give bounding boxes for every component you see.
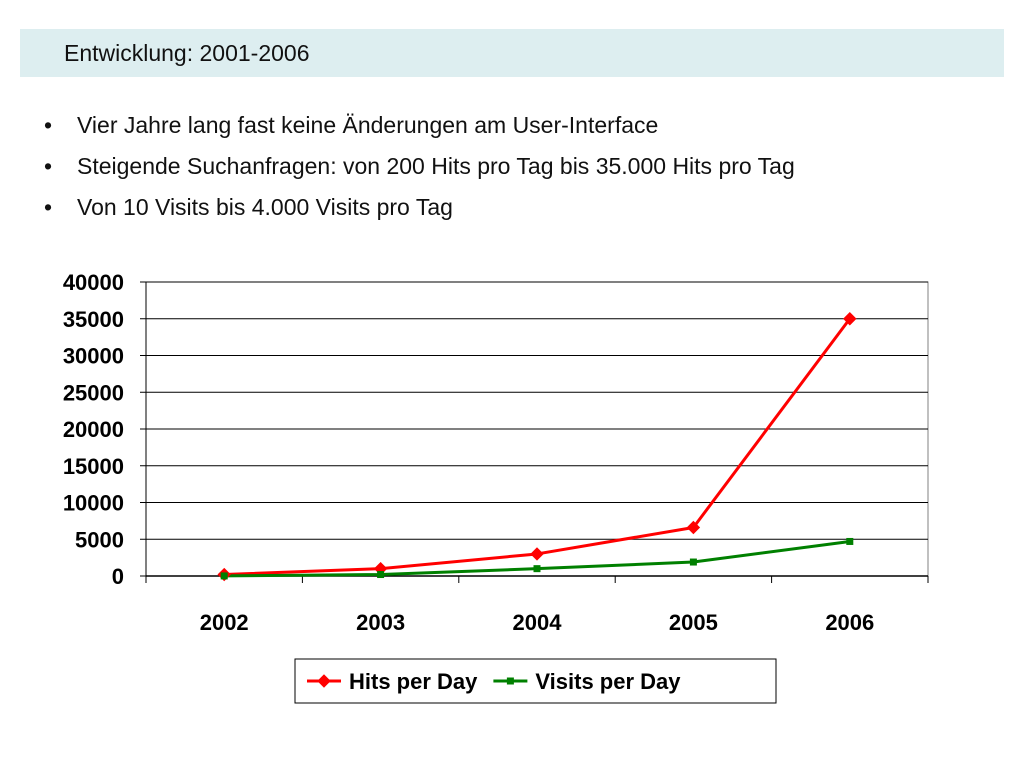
- y-tick-label: 20000: [63, 417, 124, 442]
- title-bar: Entwicklung: 2001-2006: [20, 29, 1004, 77]
- x-tick-label: 2005: [669, 610, 718, 635]
- bullet-text: Vier Jahre lang fast keine Änderungen am…: [77, 112, 659, 138]
- bullet-text: Von 10 Visits bis 4.000 Visits pro Tag: [77, 194, 453, 220]
- bullet-item: • Vier Jahre lang fast keine Änderungen …: [44, 110, 795, 151]
- bullet-marker: •: [44, 194, 53, 220]
- bullet-item: • Steigende Suchanfragen: von 200 Hits p…: [44, 151, 795, 192]
- y-tick-label: 15000: [63, 454, 124, 479]
- bullet-marker: •: [44, 112, 53, 138]
- data-point: [220, 572, 228, 580]
- x-tick-label: 2002: [200, 610, 249, 635]
- data-point: [533, 565, 541, 573]
- bullet-list: • Vier Jahre lang fast keine Änderungen …: [44, 110, 795, 233]
- data-point: [530, 547, 544, 561]
- data-point: [843, 312, 857, 326]
- data-point: [689, 558, 697, 566]
- data-point: [377, 571, 385, 579]
- y-tick-label: 0: [112, 564, 124, 589]
- x-tick-label: 2006: [825, 610, 874, 635]
- y-tick-label: 10000: [63, 491, 124, 516]
- y-tick-label: 5000: [75, 527, 124, 552]
- bullet-marker: •: [44, 153, 53, 179]
- y-tick-label: 25000: [63, 380, 124, 405]
- data-point: [686, 520, 701, 535]
- legend-marker: [317, 674, 331, 688]
- legend: [294, 658, 777, 704]
- y-tick-label: 35000: [63, 307, 124, 332]
- bullet-text: Steigende Suchanfragen: von 200 Hits pro…: [77, 153, 795, 179]
- y-tick-label: 40000: [63, 270, 124, 295]
- legend-entry: Visits per Day: [535, 669, 681, 694]
- y-tick-label: 30000: [63, 344, 124, 369]
- x-tick-label: 2003: [356, 610, 405, 635]
- legend-marker: [506, 677, 514, 685]
- data-point: [846, 537, 854, 545]
- bullet-item: • Von 10 Visits bis 4.000 Visits pro Tag: [44, 192, 795, 233]
- slide-title: Entwicklung: 2001-2006: [64, 40, 310, 66]
- x-tick-label: 2004: [513, 610, 563, 635]
- legend-entry: Hits per Day: [349, 669, 478, 694]
